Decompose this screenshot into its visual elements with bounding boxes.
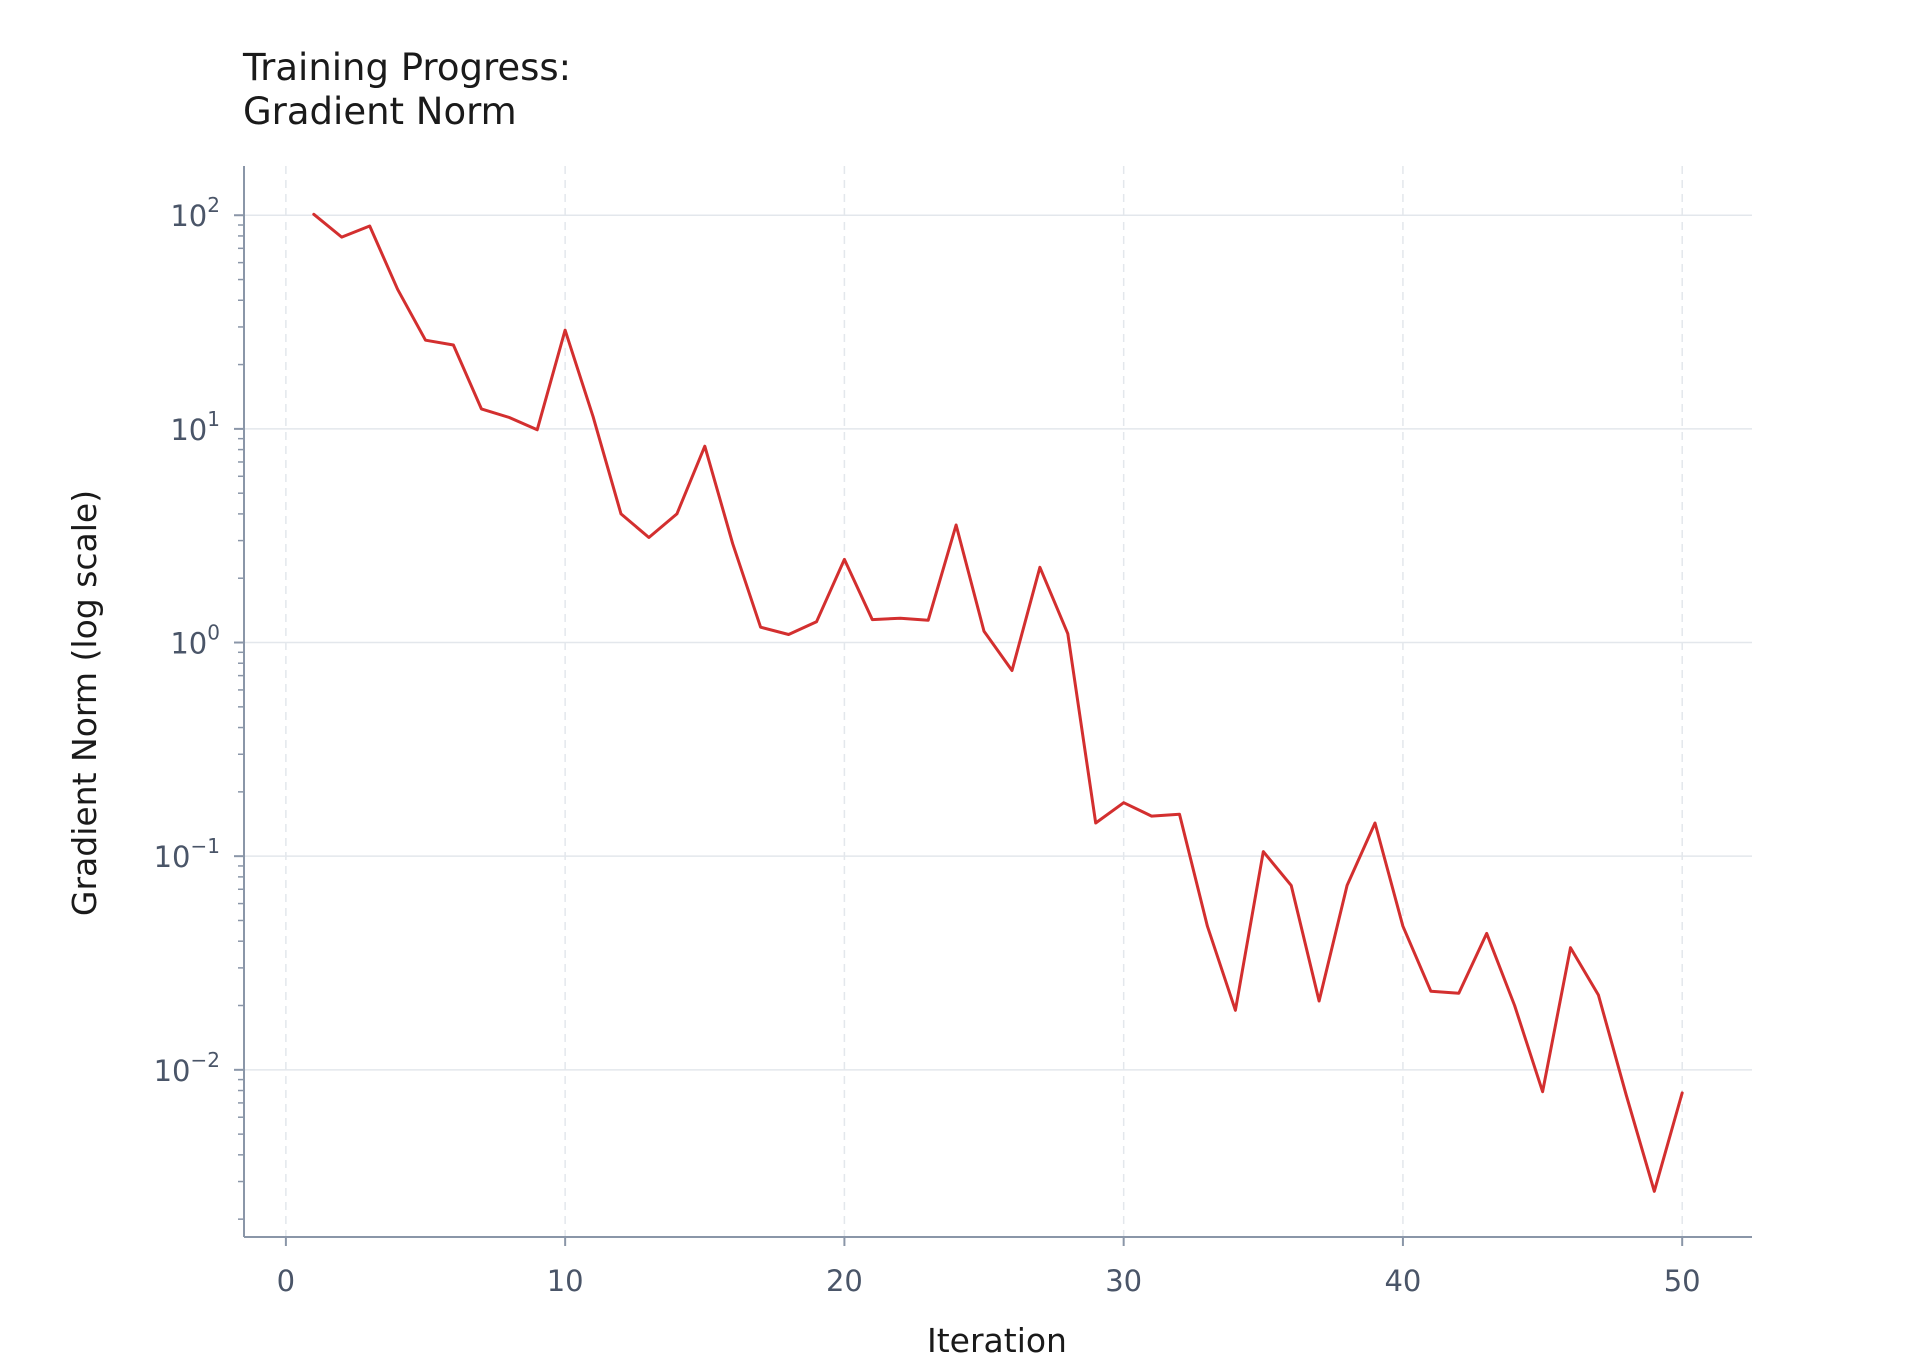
series-layer bbox=[312, 212, 1684, 1193]
x-tick-label: 20 bbox=[826, 1264, 863, 1298]
y-tick-label: 100 bbox=[170, 621, 220, 661]
y-tick-label: 10−1 bbox=[154, 834, 220, 874]
y-tick-label: 102 bbox=[170, 193, 220, 233]
axes bbox=[243, 166, 1752, 1238]
y-tick-label: 10−2 bbox=[154, 1048, 220, 1088]
x-tick-label: 30 bbox=[1105, 1264, 1142, 1298]
chart-title: Training Progress: Gradient Norm bbox=[242, 46, 571, 133]
x-tick-label: 40 bbox=[1384, 1264, 1421, 1298]
x-tick-label: 10 bbox=[547, 1264, 584, 1298]
y-tick-label: 101 bbox=[170, 407, 220, 447]
y-axis-label: Gradient Norm (log scale) bbox=[65, 490, 104, 916]
x-axis-label: Iteration bbox=[927, 1321, 1067, 1360]
x-ticks: 0 10 20 30 40 50 bbox=[277, 1237, 1701, 1298]
grid bbox=[244, 166, 1752, 1237]
x-tick-label: 50 bbox=[1664, 1264, 1701, 1298]
chart-title-line-1: Training Progress: bbox=[242, 46, 571, 89]
chart-title-line-2: Gradient Norm bbox=[243, 90, 517, 133]
x-tick-label: 0 bbox=[277, 1264, 295, 1298]
series-line bbox=[312, 212, 1684, 1193]
y-ticks: 10−2 10−1 100 101 102 bbox=[154, 193, 244, 1220]
